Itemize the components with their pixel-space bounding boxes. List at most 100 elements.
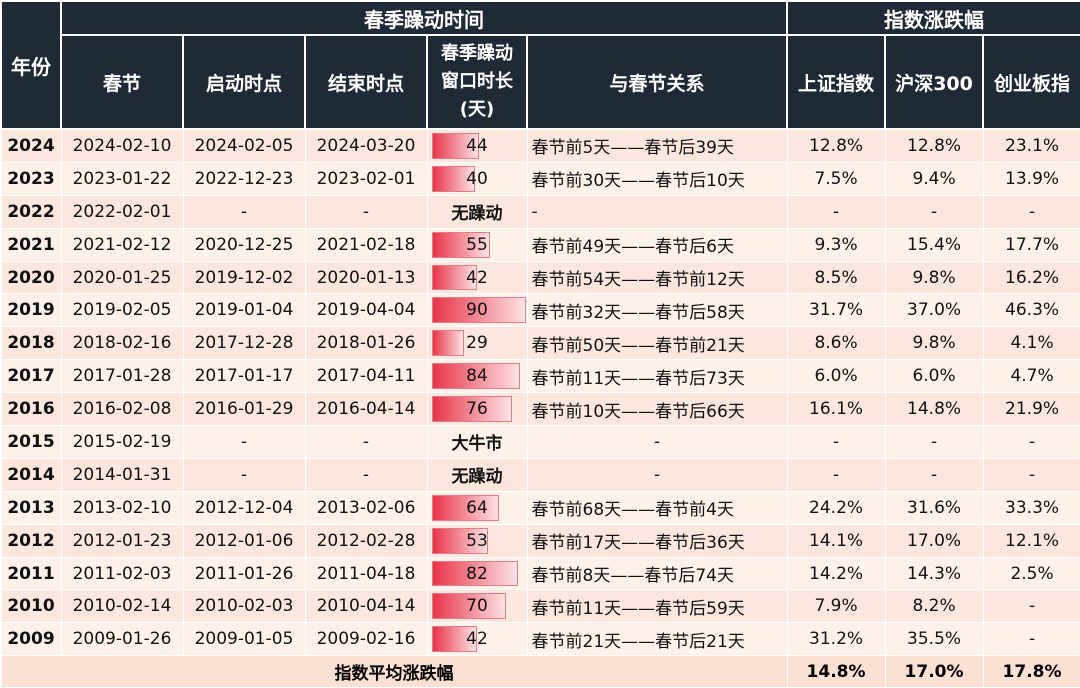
cyb-change-cell: 33.3%: [982, 490, 1080, 525]
relation-cell: 春节前5天——春节后39天: [526, 128, 788, 163]
duration-bar: [431, 330, 464, 357]
duration-value: 76: [466, 399, 488, 420]
festival-cell: 2020-01-25: [60, 260, 184, 295]
duration-bar: [431, 264, 477, 291]
relation-cell: 春节前21天——春节后21天: [526, 622, 788, 657]
status-note-cell: 大牛市: [426, 425, 528, 459]
end-cell: 2023-02-01: [304, 161, 428, 196]
year-cell: 2021: [0, 227, 62, 262]
end-cell: 2016-04-14: [304, 392, 428, 427]
relation-cell: 春节前8天——春节后74天: [526, 556, 788, 591]
cyb-change-cell: 46.3%: [982, 293, 1080, 328]
start-cell: 2011-01-26: [182, 556, 306, 591]
hs300-change-cell: 31.6%: [884, 490, 984, 525]
hs300-change-cell: 37.0%: [884, 293, 984, 328]
sh-change-cell: 31.2%: [786, 622, 886, 657]
year-cell: 2022: [0, 194, 62, 229]
cyb-change-cell: -: [982, 589, 1080, 624]
hs300-change-cell: 9.8%: [884, 326, 984, 361]
festival-cell: 2022-02-01: [60, 194, 184, 229]
table-row: 2015 2015-02-19- - 大牛市 - - - -: [0, 425, 1080, 459]
year-cell: 2017: [0, 359, 62, 394]
header-group-window: 春季躁动时间: [59, 0, 789, 36]
duration-bar: [431, 494, 499, 521]
festival-cell: 2023-01-22: [60, 161, 184, 196]
header-duration: 春季躁动 窗口时长 (天): [426, 34, 528, 130]
year-cell: 2009: [0, 622, 62, 657]
start-cell: 2020-12-25: [182, 227, 306, 262]
hs300-change-cell: 6.0%: [884, 359, 984, 394]
duration-cell: 55: [426, 227, 528, 262]
festival-cell: 2017-01-28: [60, 359, 184, 394]
year-cell: 2018: [0, 326, 62, 361]
sh-change-cell: 6.0%: [786, 359, 886, 394]
sh-change-cell: 24.2%: [786, 490, 886, 525]
year-cell: 2013: [0, 490, 62, 525]
relation-cell: 春节前10天——春节后66天: [526, 392, 788, 427]
relation-cell: 春节前11天——春节后73天: [526, 359, 788, 394]
table-row: 2013 2013-02-10 2012-12-04 2013-02-06 64 春节前6…: [0, 490, 1080, 525]
duration-cell: 64: [426, 490, 528, 525]
average-label: 指数平均涨跌幅: [0, 655, 788, 688]
relation-cell: 春节前30天——春节后10天: [526, 161, 788, 196]
end-cell: 2020-01-13: [304, 260, 428, 295]
duration-bar: [431, 560, 518, 587]
header-festival: 春节: [60, 34, 184, 130]
duration-cell: 44: [426, 128, 528, 163]
duration-cell: 82: [426, 556, 528, 591]
header-year: 年份: [0, 0, 62, 130]
duration-bar: [431, 396, 512, 423]
duration-value: 44: [466, 135, 488, 156]
end-cell: 2013-02-06: [304, 490, 428, 525]
start-cell: 2012-01-06: [182, 523, 306, 558]
duration-bar: [431, 231, 490, 258]
start-cell: 2022-12-23: [182, 161, 306, 196]
table-body: 2024 2024-02-10 2024-02-05 2024-03-20 44 春节前5…: [0, 128, 1080, 657]
duration-cell: 29: [426, 326, 528, 361]
duration-cell: 40: [426, 161, 528, 196]
start-cell: 2024-02-05: [182, 128, 306, 163]
table-row: 2016 2016-02-08 2016-01-29 2016-04-14 76 春节前1…: [0, 392, 1080, 427]
duration-value: 42: [466, 267, 488, 288]
hs300-change-cell: 12.8%: [884, 128, 984, 163]
table-row: 2021 2021-02-12 2020-12-25 2021-02-18 55 春节前4…: [0, 227, 1080, 262]
cyb-change-cell: 2.5%: [982, 556, 1080, 591]
hs300-change-cell: 9.4%: [884, 161, 984, 196]
relation-cell: 春节前17天——春节后36天: [526, 523, 788, 558]
table-row: 2011 2011-02-03 2011-01-26 2011-04-18 82 春节前8…: [0, 556, 1080, 591]
header-group-index: 指数涨跌幅: [786, 0, 1080, 36]
duration-bar: [431, 527, 488, 554]
header-relation: 与春节关系: [525, 34, 789, 130]
year-cell: 2019: [0, 293, 62, 328]
header-duration-line1: 春季躁动: [441, 43, 513, 64]
table-row: 2018 2018-02-16 2017-12-28 2018-01-26 29 春节前5…: [0, 326, 1080, 361]
start-cell: 2017-12-28: [182, 326, 306, 361]
table-row: 2022 2022-02-01- - 无躁动 - - - -: [0, 194, 1080, 229]
start-cell: 2010-02-03: [182, 589, 306, 624]
table-row: 2023 2023-01-22 2022-12-23 2023-02-01 40 春节前3…: [0, 161, 1080, 196]
average-row: 指数平均涨跌幅 14.8% 17.0% 17.8%: [0, 655, 1080, 688]
start-cell: -: [182, 457, 306, 492]
start-cell: 2012-12-04: [182, 490, 306, 525]
duration-cell: 53: [426, 523, 528, 558]
header-hs300: 沪深300: [884, 34, 985, 130]
relation-cell: 春节前54天——春节前12天: [526, 260, 788, 295]
festival-cell: 2011-02-03: [60, 556, 184, 591]
festival-cell: 2012-01-23: [60, 523, 184, 558]
relation-cell: 春节前50天——春节前21天: [526, 326, 788, 361]
festival-cell: 2018-02-16: [60, 326, 184, 361]
average-sh: 14.8%: [786, 655, 886, 688]
duration-bar: [431, 165, 475, 192]
year-cell: 2023: [0, 161, 62, 196]
festival-cell: 2010-02-14: [60, 589, 184, 624]
duration-cell: 90: [426, 293, 528, 328]
cyb-change-cell: 4.7%: [982, 359, 1080, 394]
duration-value: 70: [466, 596, 488, 617]
year-cell: 2012: [0, 523, 62, 558]
sh-change-cell: 7.5%: [786, 161, 886, 196]
cyb-change-cell: -: [982, 194, 1080, 229]
sh-change-cell: 9.3%: [786, 227, 886, 262]
cyb-change-cell: -: [982, 622, 1080, 657]
start-cell: 2009-01-05: [182, 622, 306, 657]
duration-cell: 84: [426, 359, 528, 394]
